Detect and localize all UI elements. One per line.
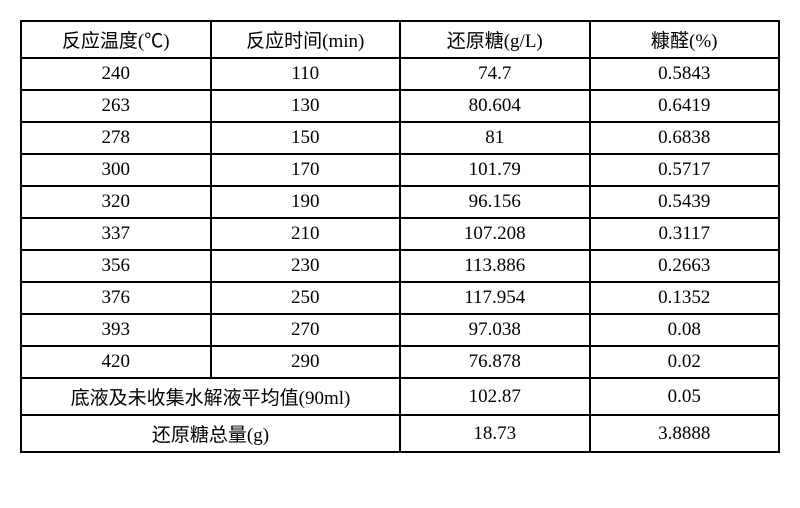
- cell-temp: 356: [21, 250, 211, 282]
- cell-temp: 240: [21, 58, 211, 90]
- cell-time: 210: [211, 218, 401, 250]
- footer-total-sugar: 18.73: [400, 415, 590, 452]
- table-header-row: 反应温度(℃) 反应时间(min) 还原糖(g/L) 糠醛(%): [21, 21, 779, 58]
- col-header-temp: 反应温度(℃): [21, 21, 211, 58]
- footer-avg-sugar: 102.87: [400, 378, 590, 415]
- cell-furfural: 0.6838: [590, 122, 780, 154]
- cell-temp: 320: [21, 186, 211, 218]
- table-body: 240 110 74.7 0.5843 263 130 80.604 0.641…: [21, 58, 779, 452]
- cell-furfural: 0.2663: [590, 250, 780, 282]
- cell-time: 250: [211, 282, 401, 314]
- cell-sugar: 107.208: [400, 218, 590, 250]
- footer-total-furfural: 3.8888: [590, 415, 780, 452]
- cell-sugar: 96.156: [400, 186, 590, 218]
- cell-time: 190: [211, 186, 401, 218]
- cell-furfural: 0.5717: [590, 154, 780, 186]
- table-row: 300 170 101.79 0.5717: [21, 154, 779, 186]
- cell-sugar: 80.604: [400, 90, 590, 122]
- table-footer-row-avg: 底液及未收集水解液平均值(90ml) 102.87 0.05: [21, 378, 779, 415]
- cell-time: 290: [211, 346, 401, 378]
- cell-temp: 300: [21, 154, 211, 186]
- cell-furfural: 0.08: [590, 314, 780, 346]
- cell-time: 170: [211, 154, 401, 186]
- cell-time: 230: [211, 250, 401, 282]
- cell-sugar: 117.954: [400, 282, 590, 314]
- table-row: 240 110 74.7 0.5843: [21, 58, 779, 90]
- footer-avg-furfural: 0.05: [590, 378, 780, 415]
- cell-sugar: 97.038: [400, 314, 590, 346]
- cell-temp: 278: [21, 122, 211, 154]
- cell-sugar: 74.7: [400, 58, 590, 90]
- table-footer-row-total: 还原糖总量(g) 18.73 3.8888: [21, 415, 779, 452]
- table-row: 376 250 117.954 0.1352: [21, 282, 779, 314]
- cell-time: 110: [211, 58, 401, 90]
- cell-temp: 393: [21, 314, 211, 346]
- cell-furfural: 0.6419: [590, 90, 780, 122]
- cell-sugar: 76.878: [400, 346, 590, 378]
- table-row: 393 270 97.038 0.08: [21, 314, 779, 346]
- cell-temp: 263: [21, 90, 211, 122]
- cell-temp: 337: [21, 218, 211, 250]
- cell-time: 270: [211, 314, 401, 346]
- table-row: 263 130 80.604 0.6419: [21, 90, 779, 122]
- footer-total-label: 还原糖总量(g): [21, 415, 400, 452]
- cell-time: 130: [211, 90, 401, 122]
- cell-furfural: 0.1352: [590, 282, 780, 314]
- footer-avg-label: 底液及未收集水解液平均值(90ml): [21, 378, 400, 415]
- table-row: 420 290 76.878 0.02: [21, 346, 779, 378]
- cell-time: 150: [211, 122, 401, 154]
- cell-temp: 376: [21, 282, 211, 314]
- cell-furfural: 0.5843: [590, 58, 780, 90]
- table-row: 278 150 81 0.6838: [21, 122, 779, 154]
- col-header-furfural: 糠醛(%): [590, 21, 780, 58]
- cell-temp: 420: [21, 346, 211, 378]
- cell-furfural: 0.3117: [590, 218, 780, 250]
- table-row: 337 210 107.208 0.3117: [21, 218, 779, 250]
- cell-furfural: 0.5439: [590, 186, 780, 218]
- data-table: 反应温度(℃) 反应时间(min) 还原糖(g/L) 糠醛(%) 240 110…: [20, 20, 780, 453]
- cell-sugar: 113.886: [400, 250, 590, 282]
- cell-sugar: 81: [400, 122, 590, 154]
- col-header-sugar: 还原糖(g/L): [400, 21, 590, 58]
- col-header-time: 反应时间(min): [211, 21, 401, 58]
- cell-furfural: 0.02: [590, 346, 780, 378]
- cell-sugar: 101.79: [400, 154, 590, 186]
- table-row: 356 230 113.886 0.2663: [21, 250, 779, 282]
- table-row: 320 190 96.156 0.5439: [21, 186, 779, 218]
